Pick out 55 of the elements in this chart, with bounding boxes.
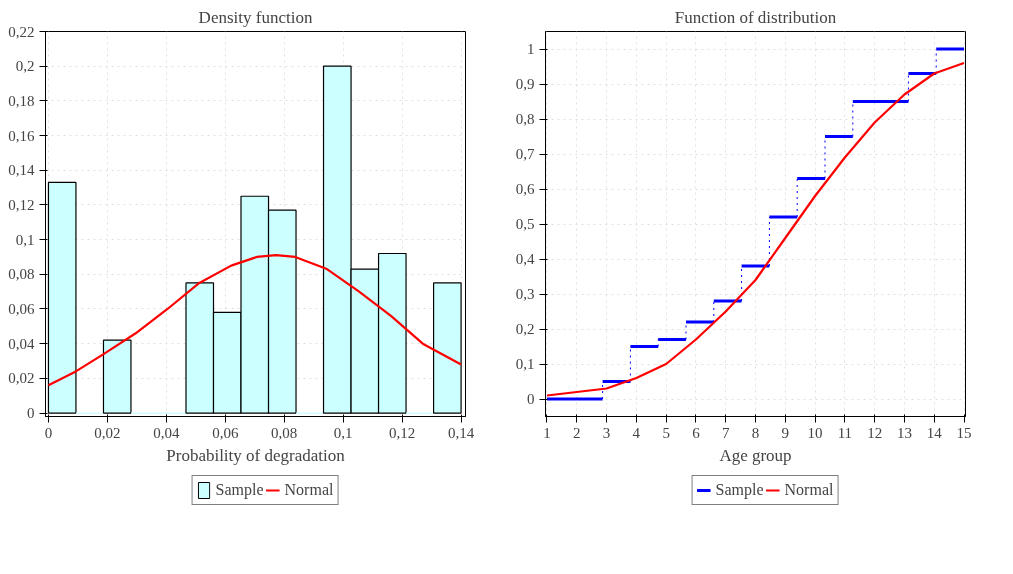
y-tick-label: 0,2 [15, 58, 35, 75]
legend-label: Normal [784, 480, 834, 499]
x-tick-label: 0,06 [212, 424, 239, 441]
x-tick-label: 0,1 [333, 424, 353, 441]
x-tick-label: 2 [573, 424, 581, 441]
x-tick-label: 13 [896, 424, 912, 441]
x-tick-label: 7 [721, 424, 730, 441]
x-tick-label: 1 [543, 424, 551, 441]
y-tick-label: 0,12 [8, 196, 35, 213]
x-tick-label: 15 [956, 424, 972, 441]
y-tick-label: 0,06 [8, 300, 35, 317]
x-tick-label: 0,12 [389, 424, 416, 441]
x-tick-label: 11 [837, 424, 853, 441]
y-tick-label: 0,4 [515, 251, 535, 267]
y-tick-label: 0,7 [515, 146, 535, 162]
line-series [47, 254, 463, 387]
legend-label: Sample [215, 480, 264, 499]
chart-title: Function of distribution [674, 7, 837, 27]
x-tick-label: 9 [781, 424, 790, 441]
y-tick-label: 0,3 [515, 286, 535, 302]
x-tick-label: 0,14 [447, 424, 475, 441]
x-axis-title: Age group [719, 445, 792, 465]
x-axis-title: Probability of degradation [166, 445, 346, 465]
x-tick-label: 0 [44, 424, 53, 441]
y-tick-label: 0 [27, 405, 35, 422]
x-tick-label: 8 [751, 424, 760, 441]
y-tick-label: 0,04 [8, 335, 35, 352]
y-tick-label: 0,08 [8, 266, 35, 283]
y-tick-label: 0,14 [8, 162, 35, 179]
chart-title: Density function [198, 7, 313, 27]
x-tick-label: 14 [926, 424, 943, 441]
y-tick-label: 0,9 [515, 76, 535, 92]
y-tick-label: 0,22 [8, 23, 35, 40]
legend-label: Normal [284, 480, 334, 499]
x-tick-label: 4 [632, 424, 641, 441]
y-tick-label: 0,5 [515, 216, 535, 232]
y-tick-label: 0 [527, 391, 535, 407]
x-tick-label: 10 [807, 424, 823, 441]
x-tick-label: 3 [602, 424, 611, 441]
y-tick-label: 0,8 [515, 111, 535, 127]
x-tick-label: 12 [867, 424, 883, 441]
x-tick-label: 0,04 [153, 424, 180, 441]
y-tick-label: 0,1 [15, 231, 35, 248]
y-tick-label: 0,2 [515, 321, 535, 337]
y-tick-label: 0,02 [8, 370, 35, 387]
y-tick-label: 0,1 [515, 356, 535, 372]
x-tick-label: 6 [692, 424, 701, 441]
y-tick-label: 0,6 [515, 181, 535, 197]
x-tick-label: 5 [662, 424, 670, 441]
y-tick-label: 1 [527, 41, 535, 57]
y-tick-label: 0,18 [8, 92, 35, 109]
x-tick-label: 0,02 [94, 424, 121, 441]
y-tick-label: 0,16 [8, 127, 35, 144]
legend-label: Sample [715, 480, 764, 499]
x-tick-label: 0,08 [271, 424, 298, 441]
